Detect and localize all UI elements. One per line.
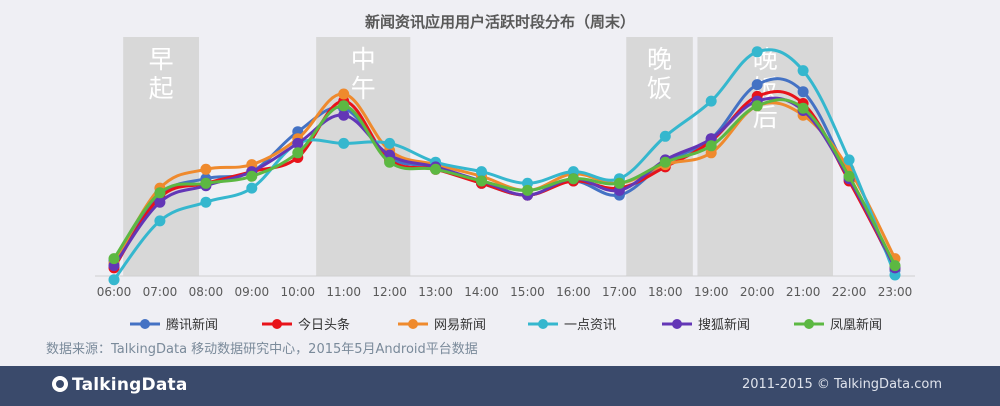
legend-label: 网易新闻 [434,317,486,333]
data-point [292,137,304,149]
data-point [430,163,442,175]
data-point [843,154,855,166]
x-tick-label: 07:00 [143,285,178,299]
data-point [384,156,396,168]
data-point [889,260,901,272]
data-point [338,137,350,149]
legend-label: 一点资讯 [564,318,616,333]
data-point [659,130,671,142]
x-tick-label: 23:00 [878,285,913,299]
time-band-label: 中 [351,45,376,74]
legend-item: 凤凰新闻 [794,317,882,333]
data-point [705,140,717,152]
x-tick-label: 18:00 [648,285,683,299]
logo-text: TalkingData [72,375,188,395]
x-tick-label: 20:00 [740,285,775,299]
source-note: 数据来源：TalkingData 移动数据研究中心，2015年5月Android… [46,342,478,357]
x-axis-ticks: 06:00 07:00 08:00 09:00 10:00 11:00 12:00 13:00… [97,285,913,299]
x-tick-label: 21:00 [786,285,821,299]
data-point [292,147,304,159]
series-凤凰新闻 [108,98,901,272]
data-point [108,253,120,265]
x-tick-label: 11:00 [326,285,361,299]
data-point [246,182,258,194]
data-point [200,196,212,208]
data-point [200,163,212,175]
data-point [659,156,671,168]
data-point [797,65,809,77]
data-point [476,166,487,178]
legend-marker [538,319,548,329]
x-tick-label: 12:00 [372,285,407,299]
time-band [123,37,199,276]
x-tick-label: 08:00 [189,285,224,299]
legend-marker [408,319,418,329]
x-tick-label: 09:00 [235,285,270,299]
data-point [476,175,487,187]
series-lines [108,46,901,286]
data-point [567,173,579,185]
x-tick-label: 06:00 [97,285,132,299]
chart-title: 新闻资讯应用用户活跃时段分布（周末） [365,13,635,31]
time-band-label: 午 [351,74,376,103]
data-point [613,177,625,189]
x-tick-label: 14:00 [464,285,499,299]
legend-label: 凤凰新闻 [830,317,882,333]
data-point [154,196,166,208]
x-tick-label: 15:00 [510,285,545,299]
legend-item: 搜狐新闻 [662,317,750,333]
data-point [751,79,763,91]
brand-logo: TalkingData [52,375,188,395]
chart-area: 新闻资讯应用用户活跃时段分布（周末） 早起中午晚饭晚饭后 06:00 07:00 0… [46,13,915,357]
x-tick-label: 10:00 [280,285,315,299]
legend-marker [672,319,682,329]
x-tick-label: 16:00 [556,285,591,299]
legend-item: 一点资讯 [528,318,616,333]
data-point [797,102,809,114]
time-band [697,37,833,276]
data-point [154,187,166,199]
time-band-label: 饭 [647,74,672,103]
data-point [751,46,763,58]
data-point [246,170,258,182]
legend-marker [272,319,282,329]
legend-label: 今日头条 [298,317,350,333]
legend-marker [140,319,150,329]
x-tick-label: 22:00 [832,285,867,299]
legend-item: 腾讯新闻 [130,317,218,333]
time-band-label: 晚 [647,45,672,74]
data-point [522,184,533,196]
data-point [843,170,855,182]
x-tick-label: 17:00 [602,285,637,299]
x-tick-label: 19:00 [694,285,729,299]
legend-item: 网易新闻 [398,317,486,333]
time-band-label: 早 [149,45,174,74]
data-point [200,177,212,189]
data-point [338,109,350,121]
legend-item: 今日头条 [262,317,350,333]
legend-label: 搜狐新闻 [698,317,750,333]
data-point [154,215,166,227]
data-point [751,100,763,112]
legend-marker [804,319,814,329]
x-tick-label: 13:00 [418,285,453,299]
time-band-label: 起 [149,74,174,103]
data-point [705,95,717,107]
data-point [338,100,350,112]
data-point [108,274,120,286]
data-point [384,137,396,149]
logo-icon [52,376,68,392]
series-line [112,98,897,267]
legend: 腾讯新闻 今日头条 网易新闻 一点资讯 搜狐新闻 凤凰新闻 [130,317,882,333]
copyright-text: 2011-2015 © TalkingData.com [741,377,942,392]
data-point [338,88,350,100]
footer-bar: TalkingData 2011-2015 © TalkingData.com [0,366,1000,406]
data-point [797,86,809,98]
legend-label: 腾讯新闻 [166,317,218,333]
